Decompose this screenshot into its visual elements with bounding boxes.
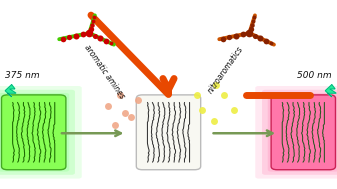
Polygon shape [5,85,16,97]
Polygon shape [325,85,336,97]
Text: 500 nm: 500 nm [297,71,332,80]
FancyBboxPatch shape [262,90,337,175]
FancyBboxPatch shape [136,95,201,170]
Text: aromatic amines: aromatic amines [83,43,126,101]
FancyBboxPatch shape [0,86,82,179]
FancyBboxPatch shape [255,86,337,179]
FancyBboxPatch shape [2,95,66,170]
FancyBboxPatch shape [271,95,336,170]
FancyBboxPatch shape [0,93,69,172]
FancyBboxPatch shape [268,93,337,172]
FancyBboxPatch shape [0,90,75,175]
Text: nitroaromatics: nitroaromatics [206,45,245,95]
Text: 375 nm: 375 nm [5,71,40,80]
